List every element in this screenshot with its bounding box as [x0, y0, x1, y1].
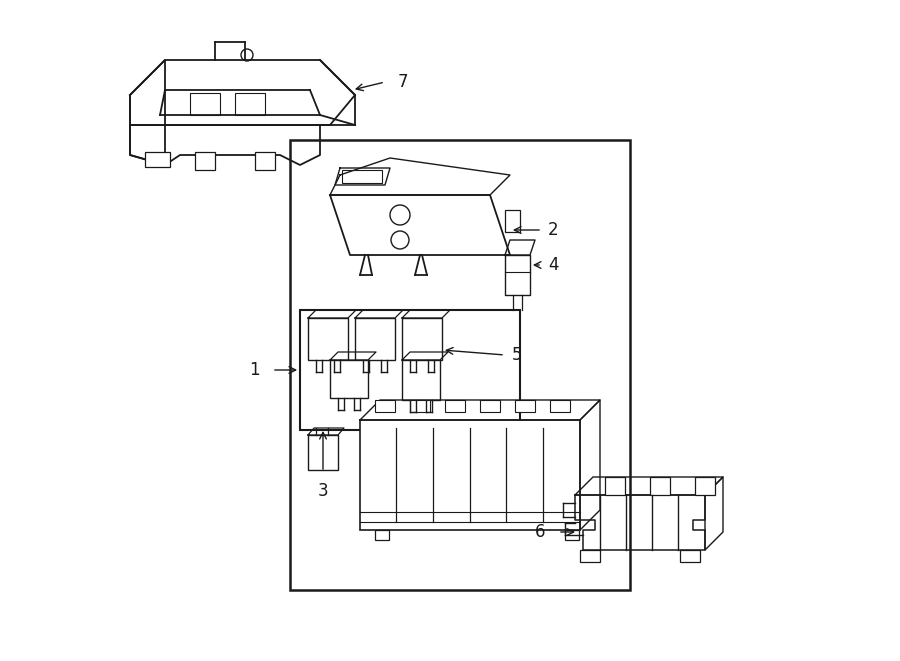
Polygon shape — [130, 125, 320, 165]
Bar — [375, 400, 395, 412]
Polygon shape — [130, 60, 355, 125]
Text: 5: 5 — [512, 346, 523, 364]
Polygon shape — [330, 352, 376, 360]
Text: 1: 1 — [249, 361, 260, 379]
Polygon shape — [335, 168, 390, 185]
Bar — [235, 93, 265, 115]
Polygon shape — [505, 240, 535, 255]
Bar — [355, 318, 395, 360]
Text: 2: 2 — [548, 221, 559, 239]
Bar — [445, 400, 465, 412]
Bar — [480, 400, 500, 412]
Polygon shape — [130, 60, 165, 165]
Polygon shape — [402, 352, 448, 360]
Bar — [300, 310, 520, 430]
Bar — [580, 550, 600, 562]
Polygon shape — [705, 477, 723, 550]
Bar — [308, 435, 338, 470]
Bar — [402, 360, 440, 400]
Bar — [375, 530, 389, 540]
Bar — [360, 420, 580, 530]
Polygon shape — [330, 158, 510, 195]
Bar — [605, 477, 625, 495]
Bar — [565, 530, 579, 540]
Polygon shape — [308, 428, 344, 435]
Polygon shape — [360, 400, 600, 420]
Bar — [515, 400, 535, 412]
Polygon shape — [402, 310, 450, 318]
Text: 4: 4 — [548, 256, 559, 274]
Bar — [330, 360, 368, 398]
Bar — [290, 140, 630, 590]
Text: 6: 6 — [535, 523, 545, 541]
Bar — [255, 152, 275, 170]
Polygon shape — [330, 195, 510, 255]
Bar — [145, 152, 170, 167]
Polygon shape — [308, 310, 356, 318]
Polygon shape — [575, 495, 705, 550]
Bar — [550, 400, 570, 412]
Bar — [190, 93, 220, 115]
Bar — [650, 477, 670, 495]
Bar — [410, 400, 430, 412]
Text: 3: 3 — [318, 482, 328, 500]
Polygon shape — [575, 477, 723, 495]
Bar — [195, 152, 215, 170]
Bar — [695, 477, 715, 495]
Text: 7: 7 — [398, 73, 409, 91]
Polygon shape — [580, 400, 600, 530]
Bar — [342, 170, 382, 183]
Bar — [680, 550, 700, 562]
Bar — [402, 318, 442, 360]
Polygon shape — [355, 310, 403, 318]
Bar — [505, 210, 520, 232]
Bar — [308, 318, 348, 360]
Polygon shape — [505, 255, 530, 295]
